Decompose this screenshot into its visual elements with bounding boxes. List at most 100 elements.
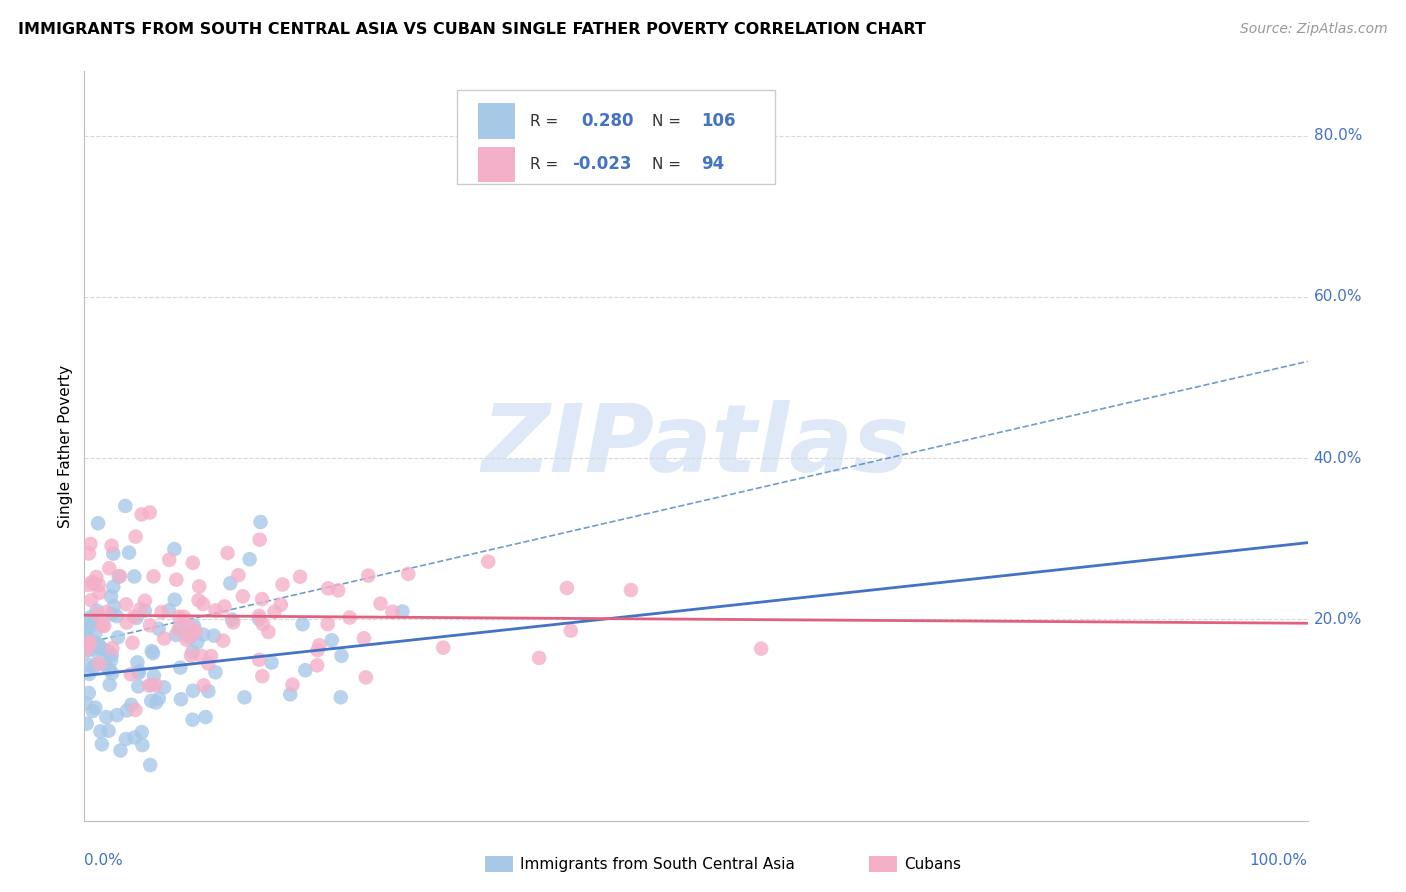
Point — [75, 640, 97, 654]
Point — [316, 617, 339, 632]
Point — [291, 617, 314, 632]
Point — [620, 582, 643, 597]
Point — [252, 617, 274, 632]
Point — [142, 669, 165, 683]
Point — [477, 555, 499, 569]
Text: ZIPatlas: ZIPatlas — [482, 400, 910, 492]
Point — [169, 660, 191, 674]
Point — [105, 609, 128, 624]
Point — [165, 573, 187, 587]
Point — [77, 578, 100, 592]
Point — [86, 607, 108, 622]
Point — [77, 632, 100, 647]
Point — [212, 633, 235, 648]
Point — [150, 605, 173, 619]
Point — [173, 609, 195, 624]
Point — [127, 680, 149, 694]
Point — [165, 628, 187, 642]
Point — [186, 635, 208, 649]
Point — [110, 743, 132, 757]
Point — [249, 533, 271, 547]
Point — [247, 653, 270, 667]
Point — [381, 605, 404, 619]
Point — [527, 651, 550, 665]
Text: 94: 94 — [700, 155, 724, 174]
Point — [396, 566, 419, 581]
Point — [129, 602, 152, 616]
Point — [79, 641, 101, 656]
Point — [83, 576, 105, 591]
Point — [141, 694, 163, 708]
Point — [142, 569, 165, 583]
Point — [77, 686, 100, 700]
Y-axis label: Single Father Poverty: Single Father Poverty — [58, 365, 73, 527]
Point — [76, 657, 98, 672]
Point — [82, 575, 104, 590]
Point — [97, 644, 120, 658]
Point — [270, 598, 292, 612]
Point — [118, 546, 141, 560]
Text: N =: N = — [652, 157, 686, 172]
Point — [75, 696, 97, 710]
Point — [354, 670, 377, 684]
Point — [100, 648, 122, 662]
Point — [167, 623, 190, 637]
Point — [103, 580, 125, 594]
Point — [307, 643, 329, 657]
Point — [121, 636, 143, 650]
Point — [82, 611, 104, 625]
Point — [370, 597, 392, 611]
Point — [181, 556, 204, 570]
Text: Cubans: Cubans — [904, 857, 962, 871]
Point — [89, 724, 111, 739]
Point — [100, 590, 122, 604]
Point — [86, 637, 108, 651]
Point — [294, 663, 316, 677]
Point — [214, 599, 236, 614]
Point — [187, 593, 209, 607]
Text: -0.023: -0.023 — [572, 155, 631, 174]
Point — [249, 515, 271, 529]
Point — [221, 613, 243, 627]
Point — [197, 657, 219, 671]
Point — [232, 589, 254, 603]
Point — [353, 632, 375, 646]
Point — [194, 710, 217, 724]
Point — [321, 633, 343, 648]
Point — [79, 537, 101, 551]
Point — [142, 646, 165, 660]
Point — [131, 508, 153, 522]
Point — [79, 619, 101, 633]
Point — [145, 678, 167, 692]
Point — [134, 604, 156, 618]
Point — [86, 604, 108, 618]
Point — [167, 609, 190, 624]
Point — [120, 667, 142, 681]
Point — [115, 597, 138, 611]
Point — [179, 630, 201, 644]
Point — [124, 703, 146, 717]
Point — [749, 641, 772, 656]
Point — [252, 669, 274, 683]
Point — [89, 586, 111, 600]
Point — [181, 645, 204, 659]
Point — [329, 690, 352, 705]
Point — [197, 684, 219, 698]
Point — [107, 569, 129, 583]
Point — [432, 640, 454, 655]
Point — [139, 758, 162, 772]
FancyBboxPatch shape — [457, 90, 776, 184]
Point — [103, 599, 125, 614]
Point — [100, 607, 122, 622]
Point — [228, 568, 250, 582]
Point — [180, 648, 202, 663]
Point — [153, 632, 176, 646]
Point — [139, 618, 162, 632]
Point — [100, 654, 122, 668]
Text: Source: ZipAtlas.com: Source: ZipAtlas.com — [1240, 22, 1388, 37]
Point — [217, 546, 239, 560]
Point — [176, 632, 198, 647]
Point — [115, 732, 138, 747]
Point — [141, 644, 163, 658]
Point — [98, 663, 121, 677]
